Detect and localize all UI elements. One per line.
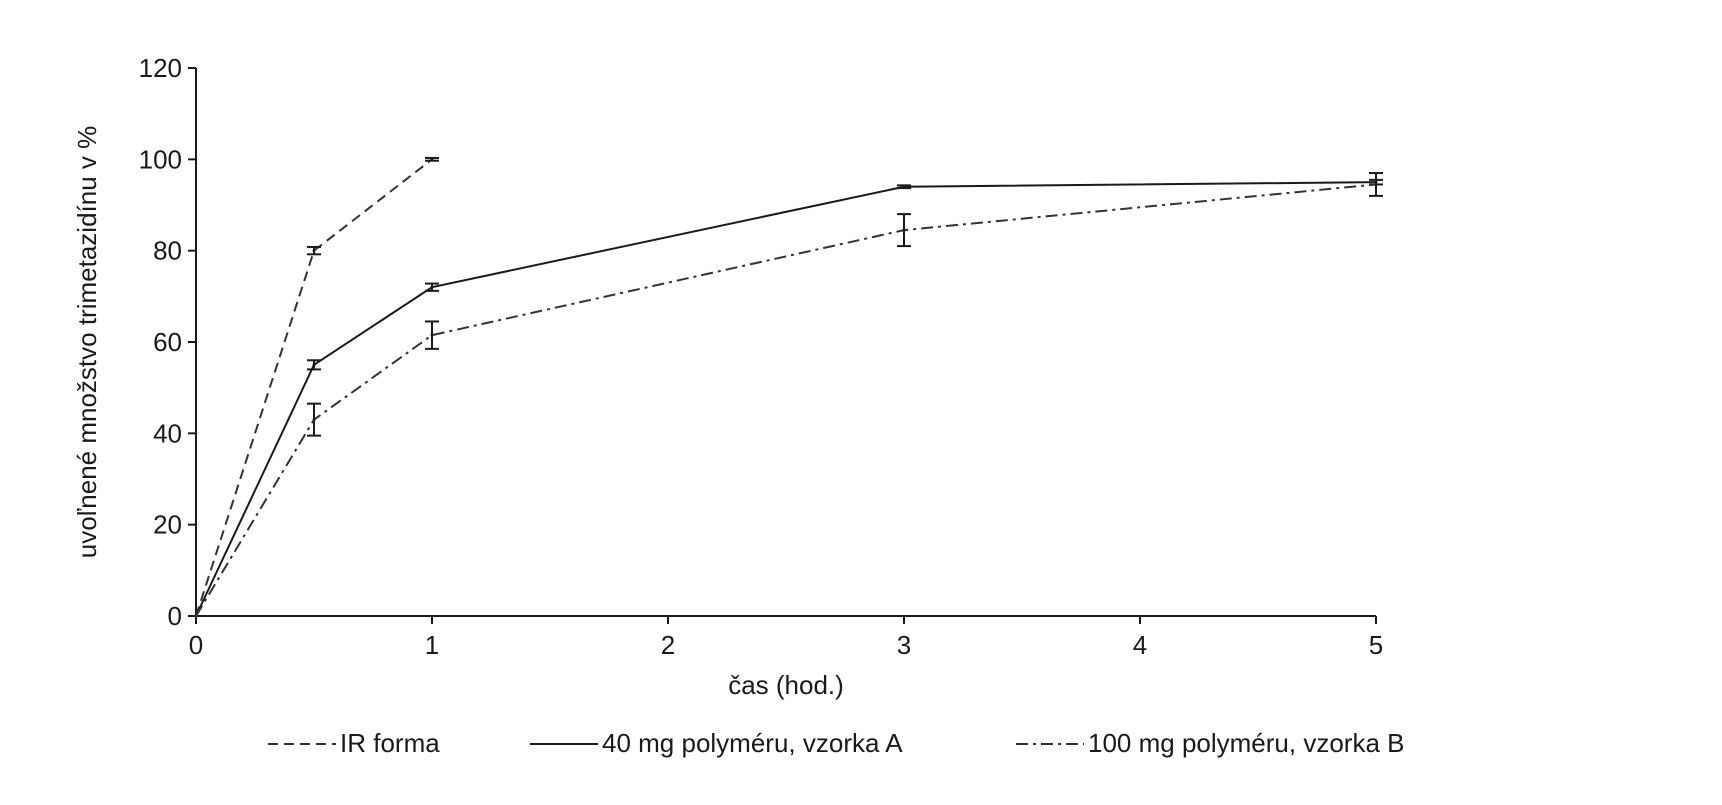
series-1: [194, 156, 439, 618]
y-tick-label: 60: [153, 327, 182, 357]
legend: IR forma 40 mg polyméru, vzorka A 100 mg p…: [268, 728, 1404, 758]
y-axis-title: uvoľnené množstvo trimetazidínu v %: [72, 126, 102, 558]
x-tick-label: 3: [897, 630, 911, 660]
legend-item-1: IR forma: [268, 728, 440, 758]
y-tick-label: 100: [139, 144, 182, 174]
legend-label: 100 mg polyméru, vzorka B: [1088, 728, 1404, 758]
series-line: [195, 181, 1377, 617]
x-tick-label: 0: [189, 630, 203, 660]
series-line: [195, 183, 1377, 617]
y-tick-label: 80: [153, 236, 182, 266]
legend-label: IR forma: [340, 728, 440, 758]
series-line: [195, 158, 433, 617]
y-tick-label: 0: [168, 601, 182, 631]
x-tick-label: 1: [425, 630, 439, 660]
x-tick-label: 2: [661, 630, 675, 660]
x-axis-title: čas (hod.): [728, 670, 844, 700]
y-tick-label: 120: [139, 53, 182, 83]
y-tick-label: 40: [153, 418, 182, 448]
legend-item-3: 100 mg polyméru, vzorka B: [1016, 728, 1404, 758]
legend-item-2: 40 mg polyméru, vzorka A: [530, 728, 903, 758]
axes: 0 20 40 60 80 100 120 0 1 2 3 4 5 čas (hod.) uvoľnené …: [72, 53, 1383, 700]
series-lines: [194, 156, 1383, 618]
data-point: [194, 614, 198, 618]
series-3: [194, 172, 1383, 618]
legend-label: 40 mg polyméru, vzorka A: [602, 728, 903, 758]
y-tick-label: 20: [153, 510, 182, 540]
x-tick-label: 4: [1133, 630, 1147, 660]
series-2: [194, 178, 1383, 618]
x-tick-label: 5: [1369, 630, 1383, 660]
